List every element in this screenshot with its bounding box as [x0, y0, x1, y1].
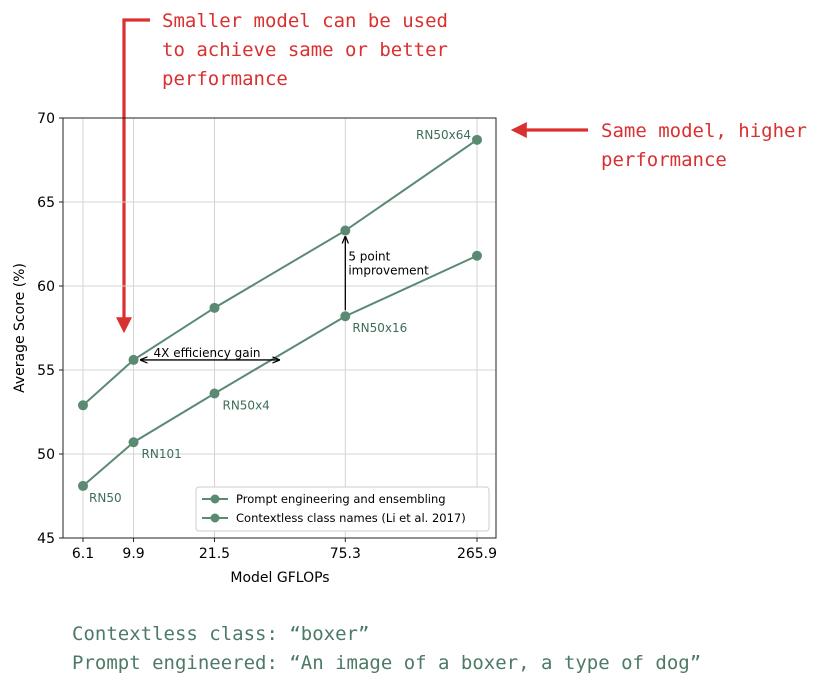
data-point	[340, 311, 351, 322]
x-tick-label: 75.3	[330, 546, 361, 562]
data-point	[78, 400, 88, 411]
x-axis-label: Model GFLOPs	[230, 570, 329, 586]
x-axis-ticks: 6.1 9.9 21.5 75.3 265.9	[72, 538, 497, 562]
legend-box	[195, 486, 490, 532]
y-axis-ticks: 45 50 55 60 65 70	[37, 111, 63, 547]
contextless-example: Contextless class: “boxer”	[72, 623, 369, 645]
legend-marker-2	[210, 513, 220, 523]
data-point	[340, 225, 351, 236]
y-tick-label: 45	[37, 531, 55, 547]
point-label: RN101	[142, 447, 182, 461]
point-label: RN50x64	[416, 128, 471, 142]
improvement-label-line-2: improvement	[348, 264, 429, 278]
annotation-line-2: to achieve same or better	[162, 39, 448, 61]
point-label: RN50x16	[352, 321, 407, 335]
improvement-label-line-1: 5 point	[348, 250, 390, 264]
legend-label-1: Prompt engineering and ensembling	[236, 492, 446, 506]
x-tick-label: 6.1	[72, 546, 94, 562]
y-tick-label: 50	[37, 447, 55, 463]
y-tick-label: 55	[37, 363, 55, 379]
x-tick-label: 9.9	[122, 546, 144, 562]
plot-area: 45 50 55 60 65 70 6.1 9.9 21.5 75.3 265.9 RN50 RN1…	[12, 111, 497, 586]
y-tick-label: 65	[37, 195, 55, 211]
data-point	[78, 480, 88, 491]
x-tick-label: 265.9	[457, 546, 497, 562]
data-point	[472, 250, 482, 261]
point-label: RN50	[89, 491, 122, 505]
y-axis-label: Average Score (%)	[12, 263, 28, 393]
legend: Prompt engineering and ensembling Contex…	[195, 486, 490, 532]
data-point	[209, 302, 220, 313]
annotation-right-line-2: performance	[601, 149, 727, 171]
annotation-line-3: performance	[162, 68, 288, 90]
annotation-right-line-1: Same model, higher	[601, 120, 807, 142]
legend-label-2: Contextless class names (Li et al. 2017)	[236, 511, 466, 525]
efficiency-label: 4X efficiency gain	[154, 346, 261, 360]
data-point	[209, 388, 220, 399]
annotation-smaller-model: Smaller model can be used to achieve sam…	[116, 10, 448, 334]
y-tick-label: 60	[37, 279, 55, 295]
y-tick-label: 70	[37, 111, 55, 127]
data-point	[128, 437, 139, 448]
plot-frame	[62, 117, 497, 539]
data-point	[472, 134, 482, 145]
grid-lines	[63, 117, 496, 539]
efficiency-annotation: 4X efficiency gain	[141, 346, 280, 360]
x-tick-label: 21.5	[199, 546, 230, 562]
point-label: RN50x4	[222, 399, 269, 413]
red-arrow-down	[116, 18, 150, 334]
annotation-same-model: Same model, higher performance	[510, 120, 807, 171]
legend-marker-1	[210, 494, 220, 504]
series-layer: RN50 RN101 RN50x4 RN50x16 RN50x64	[78, 128, 482, 505]
improvement-annotation: 5 point improvement	[345, 237, 429, 311]
prompt-engineered-example: Prompt engineered: “An image of a boxer,…	[72, 652, 701, 674]
annotation-bottom: Contextless class: “boxer” Prompt engine…	[72, 623, 701, 674]
data-point	[128, 354, 139, 365]
annotation-line-1: Smaller model can be used	[162, 10, 448, 32]
